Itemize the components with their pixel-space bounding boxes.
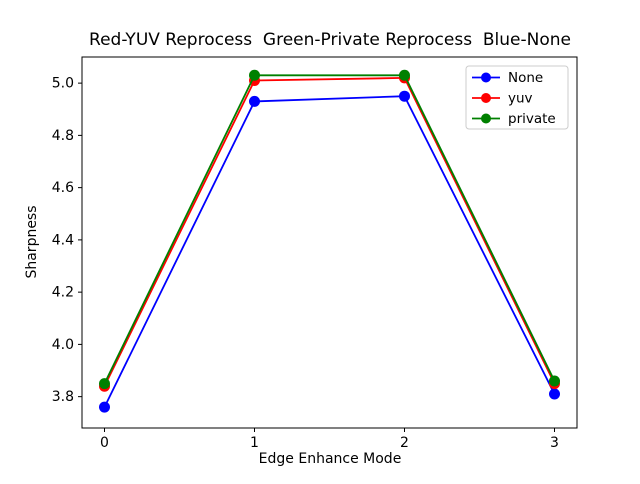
legend: None yuv private (465, 65, 569, 130)
y-tick-label: 5.0 (52, 76, 74, 92)
y-axis-label: Sharpness (24, 205, 40, 278)
legend-marker-private (481, 113, 491, 124)
series-line-yuv (103, 76, 556, 387)
x-axis-ticks: 0 1 2 3 (100, 428, 559, 451)
y-axis-ticks: 3.8 4.0 4.2 4.4 4.6 4.8 5.0 (52, 76, 82, 405)
x-tick-label: 2 (400, 435, 409, 451)
y-tick-label: 4.6 (52, 180, 74, 196)
legend-marker-yuv (481, 93, 491, 103)
y-tick-label: 4.2 (52, 285, 74, 301)
data-point-private-2 (399, 69, 410, 81)
legend-label-None: None (508, 70, 543, 86)
x-axis-label: Edge Enhance Mode (259, 451, 402, 467)
data-point-private-3 (549, 375, 560, 387)
series-line-None (103, 95, 556, 408)
y-tick-label: 4.8 (52, 128, 74, 144)
legend-marker-None (481, 72, 491, 83)
chart-title: Red-YUV Reprocess Green-Private Reproces… (89, 30, 571, 50)
data-point-private-0 (99, 378, 110, 390)
y-tick-label: 4.4 (52, 232, 74, 248)
series-line-private (103, 74, 556, 384)
data-point-None-1 (249, 95, 260, 107)
data-point-private-1 (249, 69, 260, 81)
legend-label-private: private (508, 111, 556, 127)
y-tick-label: 3.8 (52, 389, 74, 405)
y-tick-label: 4.0 (52, 337, 74, 353)
data-point-None-0 (99, 401, 110, 413)
x-tick-label: 0 (100, 435, 109, 451)
x-tick-label: 1 (250, 435, 259, 451)
data-point-None-3 (549, 388, 560, 400)
legend-box (465, 65, 569, 130)
x-tick-label: 3 (550, 435, 559, 451)
plot-area (81, 56, 578, 429)
legend-label-yuv: yuv (508, 91, 533, 107)
data-point-None-2 (399, 90, 410, 102)
series-lines (99, 69, 560, 413)
